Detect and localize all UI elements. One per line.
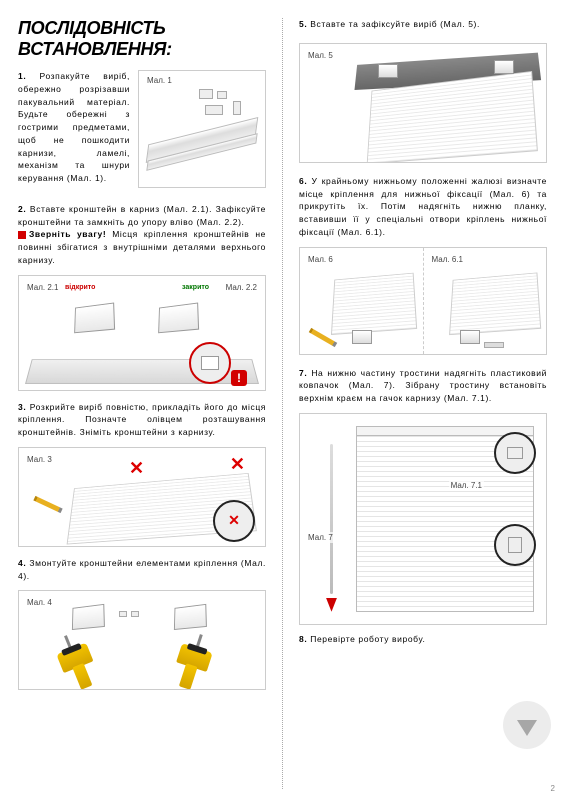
wand-icon — [330, 444, 333, 594]
step-5-num: 5. — [299, 19, 307, 29]
figure-1: Мал. 1 — [138, 70, 266, 188]
figure-4-label: Мал. 4 — [25, 597, 54, 608]
figure-6: Мал. 6 Мал. 6.1 — [299, 247, 547, 355]
left-column: ПОСЛІДОВНІСТЬ ВСТАНОВЛЕННЯ: 1. Розпакуйт… — [18, 18, 266, 789]
step-6: 6. У крайньому нижньому положенні жалюзі… — [299, 175, 547, 239]
pencil-icon — [33, 496, 62, 513]
zoom-circle-warn — [189, 342, 231, 384]
step-3: 3. Розкрийте виріб повністю, прикладіть … — [18, 401, 266, 439]
step-4-num: 4. — [18, 558, 26, 568]
zoom-circle-3: ✕ — [213, 500, 255, 542]
figure-7-1-label: Мал. 7.1 — [449, 480, 484, 491]
instruction-page: ПОСЛІДОВНІСТЬ ВСТАНОВЛЕННЯ: 1. Розпакуйт… — [0, 0, 565, 799]
figure-3: Мал. 3 ✕ ✕ ✕ — [18, 447, 266, 547]
step-3-num: 3. — [18, 402, 26, 412]
figure-3-label: Мал. 3 — [25, 454, 54, 465]
step-8-num: 8. — [299, 634, 307, 644]
figure-2-1-label: Мал. 2.1 — [25, 282, 60, 293]
warn-badge: ! — [231, 370, 247, 386]
step-7-num: 7. — [299, 368, 307, 378]
step-6-num: 6. — [299, 176, 307, 186]
step-2-warn-label: Зверніть увагу! — [29, 229, 106, 239]
figure-2: Мал. 2.1 Мал. 2.2 відкрито закрито ! — [18, 275, 266, 391]
step-1-body: Розпакуйте виріб, обережно розрізавши па… — [18, 71, 130, 183]
drill-icon-1 — [56, 643, 101, 690]
step-5: 5. Вставте та зафіксуйте виріб (Мал. 5). — [299, 18, 547, 31]
figure-6-label: Мал. 6 — [306, 254, 335, 265]
step-2-num: 2. — [18, 204, 26, 214]
figure-1-label: Мал. 1 — [145, 75, 174, 86]
step-1-num: 1. — [18, 71, 26, 81]
step-8: 8. Перевірте роботу виробу. — [299, 633, 547, 646]
column-divider — [282, 18, 283, 789]
figure-4: Мал. 4 — [18, 590, 266, 690]
x-mark-1: ✕ — [129, 458, 144, 479]
step-4-body: Змонтуйте кронштейни елементами кріпленн… — [18, 558, 266, 581]
step-2: 2. Вставте кронштейн в карниз (Мал. 2.1)… — [18, 203, 266, 267]
figure-7: Мал. 7 Мал. 7.1 — [299, 413, 547, 625]
step-8-body: Перевірте роботу виробу. — [310, 634, 425, 644]
step-1-text: 1. Розпакуйте виріб, обережно розрізавши… — [18, 70, 130, 185]
drill-icon-2 — [169, 643, 212, 690]
step-3-body: Розкрийте виріб повністю, прикладіть йог… — [18, 402, 266, 438]
figure-6-1-label: Мал. 6.1 — [430, 254, 465, 265]
step-5-body: Вставте та зафіксуйте виріб (Мал. 5). — [310, 19, 480, 29]
figure-5-label: Мал. 5 — [306, 50, 335, 61]
step-1: 1. Розпакуйте виріб, обережно розрізавши… — [18, 70, 266, 193]
x-mark-2: ✕ — [230, 454, 245, 475]
figure-7-label: Мал. 7 — [306, 532, 335, 543]
watermark-icon — [503, 701, 551, 749]
figure-2-2-label: Мал. 2.2 — [224, 282, 259, 293]
label-open: відкрито — [65, 284, 95, 291]
right-column: 5. Вставте та зафіксуйте виріб (Мал. 5).… — [299, 18, 547, 789]
zoom-circle-7a — [494, 432, 536, 474]
step-7: 7. На нижню частину тростини надягніть п… — [299, 367, 547, 405]
wand-cap-icon — [326, 598, 337, 612]
page-title: ПОСЛІДОВНІСТЬ ВСТАНОВЛЕННЯ: — [18, 18, 266, 60]
step-4: 4. Змонтуйте кронштейни елементами кріпл… — [18, 557, 266, 583]
figure-5: Мал. 5 — [299, 43, 547, 163]
warn-icon — [18, 231, 26, 239]
step-2-body: Вставте кронштейн в карниз (Мал. 2.1). З… — [18, 204, 266, 227]
step-7-body: На нижню частину тростини надягніть плас… — [299, 368, 547, 404]
zoom-circle-7b — [494, 524, 536, 566]
label-closed: закрито — [182, 284, 209, 291]
page-number: 2 — [551, 784, 555, 793]
step-6-body: У крайньому нижньому положенні жалюзі ви… — [299, 176, 547, 237]
